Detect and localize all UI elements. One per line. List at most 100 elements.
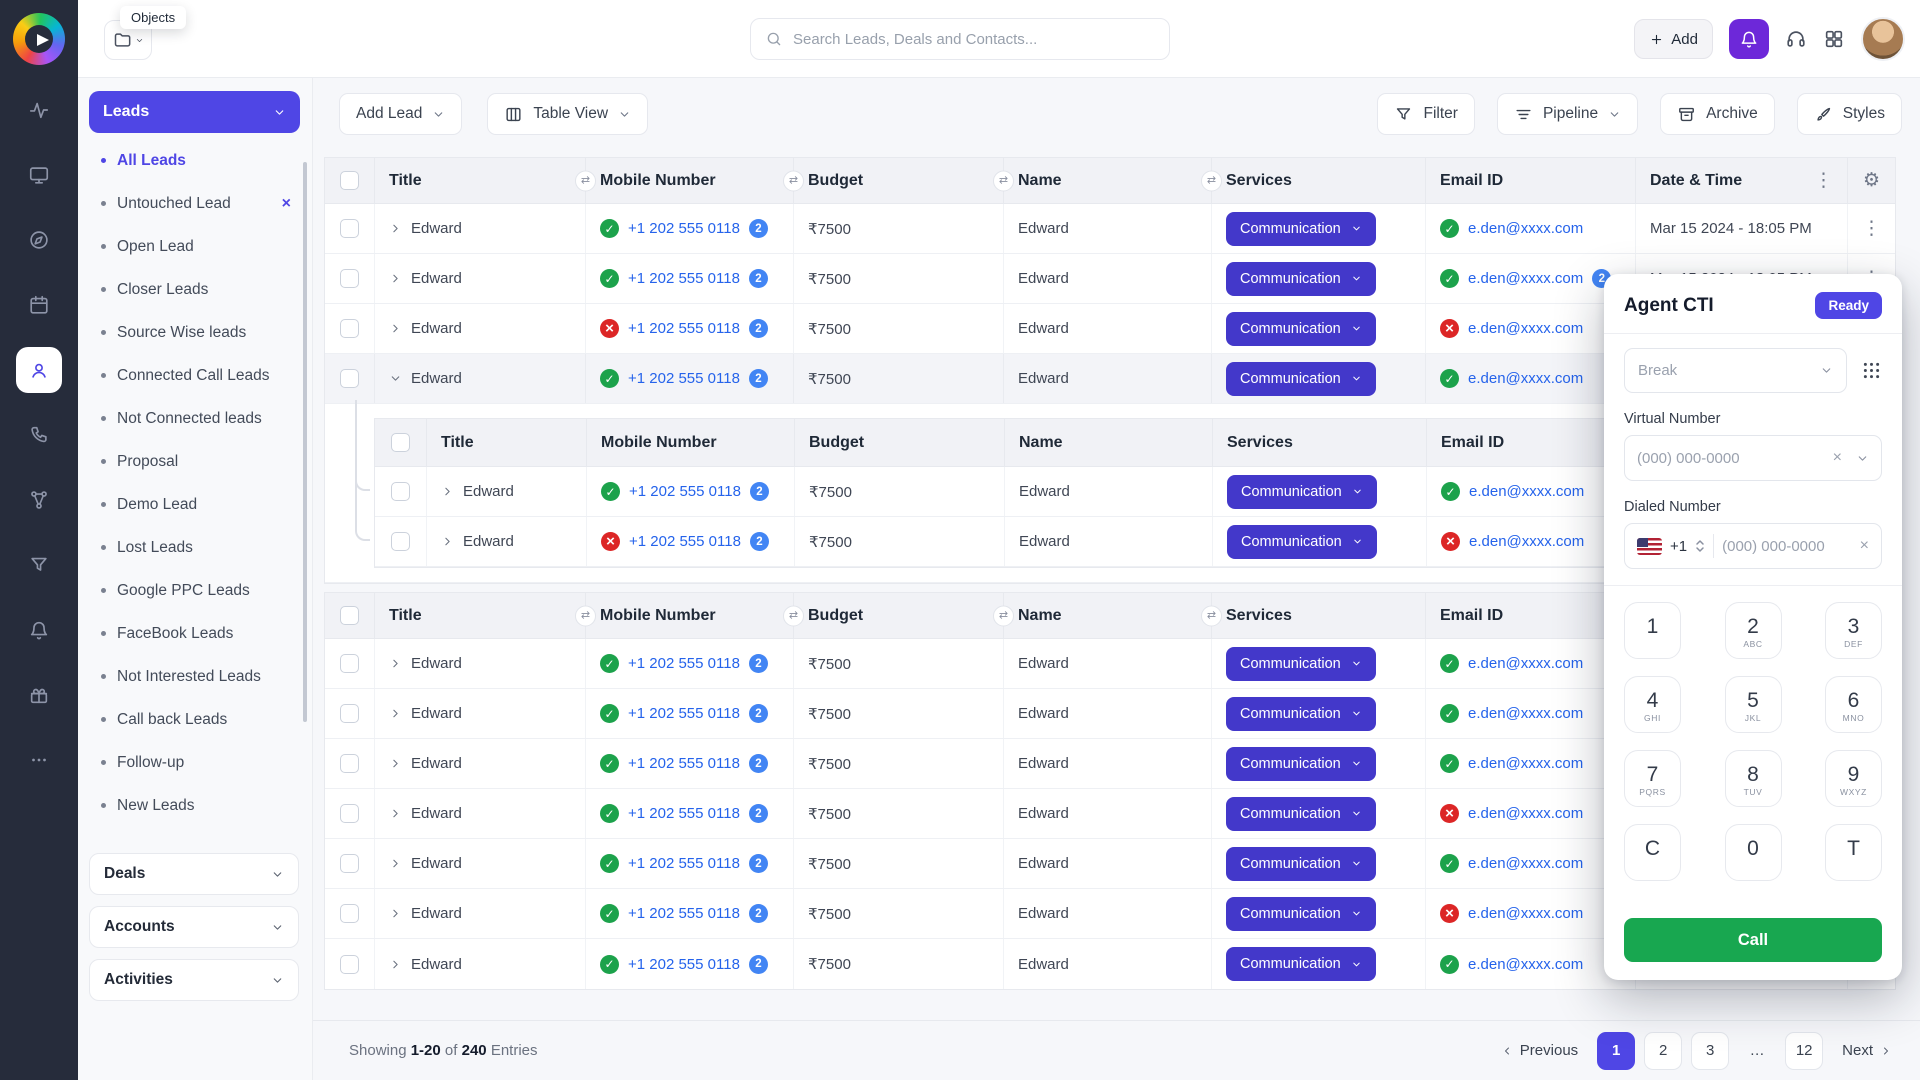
call-button[interactable]: Call	[1624, 918, 1882, 962]
country-code-stepper-icon[interactable]	[1695, 539, 1705, 553]
row-checkbox[interactable]	[340, 654, 359, 673]
add-lead-button[interactable]: Add Lead	[339, 93, 463, 135]
sidebar-lead-item[interactable]: Not Interested Leads ×	[89, 655, 297, 698]
leads-group-button[interactable]: Leads	[89, 91, 300, 133]
dialed-number-input[interactable]: +1 (000) 000-0000 ×	[1624, 523, 1882, 569]
email-link[interactable]: e.den@xxxx.com	[1468, 755, 1584, 772]
add-button[interactable]: Add	[1634, 19, 1713, 59]
global-search[interactable]	[750, 18, 1170, 60]
dialpad-key[interactable]: 1	[1624, 602, 1681, 659]
dialpad-key[interactable]: 9 WXYZ	[1825, 750, 1882, 807]
expand-row-icon[interactable]	[389, 222, 402, 235]
column-sort-icon[interactable]: ⇄	[1201, 170, 1222, 191]
select-all-checkbox[interactable]	[340, 606, 359, 625]
calendar-icon[interactable]	[16, 282, 62, 328]
sidebar-lead-item[interactable]: Not Connected leads ×	[89, 397, 297, 440]
filter-button[interactable]: Filter	[1377, 93, 1475, 135]
email-link[interactable]: e.den@xxxx.com	[1469, 533, 1585, 550]
row-checkbox[interactable]	[340, 954, 359, 974]
row-checkbox[interactable]	[391, 532, 410, 551]
services-dropdown[interactable]: Communication	[1226, 746, 1376, 781]
column-sort-icon[interactable]: ⇄	[783, 605, 804, 626]
phone-link[interactable]: +1 202 555 0118	[628, 805, 740, 822]
services-dropdown[interactable]: Communication	[1226, 846, 1376, 881]
compass-icon[interactable]	[16, 217, 62, 263]
column-sort-icon[interactable]: ⇄	[993, 605, 1014, 626]
services-dropdown[interactable]: Communication	[1227, 474, 1377, 509]
expand-row-icon[interactable]	[389, 707, 402, 720]
dialpad-key[interactable]: 6 MNO	[1825, 676, 1882, 733]
column-sort-icon[interactable]: ⇄	[1201, 605, 1222, 626]
rewards-icon[interactable]	[16, 672, 62, 718]
email-link[interactable]: e.den@xxxx.com	[1468, 705, 1584, 722]
email-link[interactable]: e.den@xxxx.com	[1469, 483, 1585, 500]
app-logo[interactable]	[13, 13, 65, 65]
row-checkbox[interactable]	[340, 319, 359, 338]
column-sort-icon[interactable]: ⇄	[783, 170, 804, 191]
services-dropdown[interactable]: Communication	[1226, 211, 1376, 246]
expand-row-icon[interactable]	[441, 535, 454, 548]
services-dropdown[interactable]: Communication	[1226, 646, 1376, 681]
contacts-icon[interactable]	[16, 347, 62, 393]
dialpad-key[interactable]: 4 GHI	[1624, 676, 1681, 733]
services-dropdown[interactable]: Communication	[1226, 947, 1376, 981]
row-checkbox[interactable]	[340, 269, 359, 288]
sidebar-lead-item[interactable]: Lost Leads ×	[89, 526, 297, 569]
dialpad-key[interactable]: 3 DEF	[1825, 602, 1882, 659]
activity-icon[interactable]	[16, 87, 62, 133]
country-code[interactable]: +1	[1670, 537, 1688, 555]
services-dropdown[interactable]: Communication	[1227, 524, 1377, 559]
clear-icon[interactable]: ×	[1859, 537, 1869, 554]
row-checkbox[interactable]	[340, 754, 359, 773]
email-link[interactable]: e.den@xxxx.com	[1468, 320, 1584, 337]
sidebar-section-button[interactable]: Accounts	[89, 906, 299, 948]
table-settings-gear-icon[interactable]: ⚙	[1862, 170, 1881, 191]
sidebar-lead-item[interactable]: Source Wise leads ×	[89, 311, 297, 354]
sidebar-lead-item[interactable]: Call back Leads ×	[89, 698, 297, 741]
archive-button[interactable]: Archive	[1660, 93, 1775, 135]
table-view-button[interactable]: Table View	[487, 93, 649, 135]
row-menu-icon[interactable]: ⋮	[1862, 218, 1881, 239]
services-dropdown[interactable]: Communication	[1226, 361, 1376, 396]
page-button[interactable]: 3	[1691, 1031, 1730, 1070]
email-link[interactable]: e.den@xxxx.com	[1468, 370, 1584, 387]
close-icon[interactable]: ×	[281, 194, 291, 212]
email-link[interactable]: e.den@xxxx.com	[1468, 905, 1584, 922]
column-menu-icon[interactable]: ⋮	[1814, 170, 1833, 191]
email-link[interactable]: e.den@xxxx.com	[1468, 270, 1584, 287]
sidebar-lead-item[interactable]: New Leads ×	[89, 784, 297, 827]
expand-row-icon[interactable]	[389, 657, 402, 670]
sidebar-section-button[interactable]: Activities	[89, 959, 299, 1001]
sidebar-lead-item[interactable]: Connected Call Leads ×	[89, 354, 297, 397]
services-dropdown[interactable]: Communication	[1226, 311, 1376, 346]
expand-row-icon[interactable]	[389, 272, 402, 285]
dialpad-key[interactable]: 7 PQRS	[1624, 750, 1681, 807]
pipeline-button[interactable]: Pipeline	[1496, 93, 1639, 135]
row-checkbox[interactable]	[340, 219, 359, 238]
prev-page-button[interactable]: Previous	[1501, 1042, 1578, 1059]
select-all-checkbox[interactable]	[340, 171, 359, 190]
sidebar-section-button[interactable]: Deals	[89, 853, 299, 895]
sidebar-lead-item[interactable]: Google PPC Leads ×	[89, 569, 297, 612]
dialpad-key[interactable]: 2 ABC	[1724, 602, 1782, 659]
expand-row-icon[interactable]	[389, 757, 402, 770]
services-dropdown[interactable]: Communication	[1226, 261, 1376, 296]
support-headset-button[interactable]	[1785, 28, 1807, 50]
expand-row-icon[interactable]	[389, 958, 402, 971]
phone-link[interactable]: +1 202 555 0118	[628, 320, 740, 337]
sidebar-lead-item[interactable]: Proposal ×	[89, 440, 297, 483]
notifications-icon[interactable]	[16, 607, 62, 653]
clear-icon[interactable]: ×	[1832, 449, 1842, 466]
phone-link[interactable]: +1 202 555 0118	[628, 955, 740, 973]
search-input[interactable]	[793, 30, 1155, 48]
phone-link[interactable]: +1 202 555 0118	[628, 905, 740, 922]
phone-link[interactable]: +1 202 555 0118	[628, 370, 740, 387]
styles-button[interactable]: Styles	[1796, 93, 1902, 135]
email-link[interactable]: e.den@xxxx.com	[1468, 805, 1584, 822]
dashboard-icon[interactable]	[16, 152, 62, 198]
calls-icon[interactable]	[16, 412, 62, 458]
expand-row-icon[interactable]	[389, 807, 402, 820]
sidebar-scrollbar[interactable]	[303, 162, 307, 722]
collapse-row-icon[interactable]	[389, 372, 402, 385]
phone-link[interactable]: +1 202 555 0118	[629, 533, 741, 550]
